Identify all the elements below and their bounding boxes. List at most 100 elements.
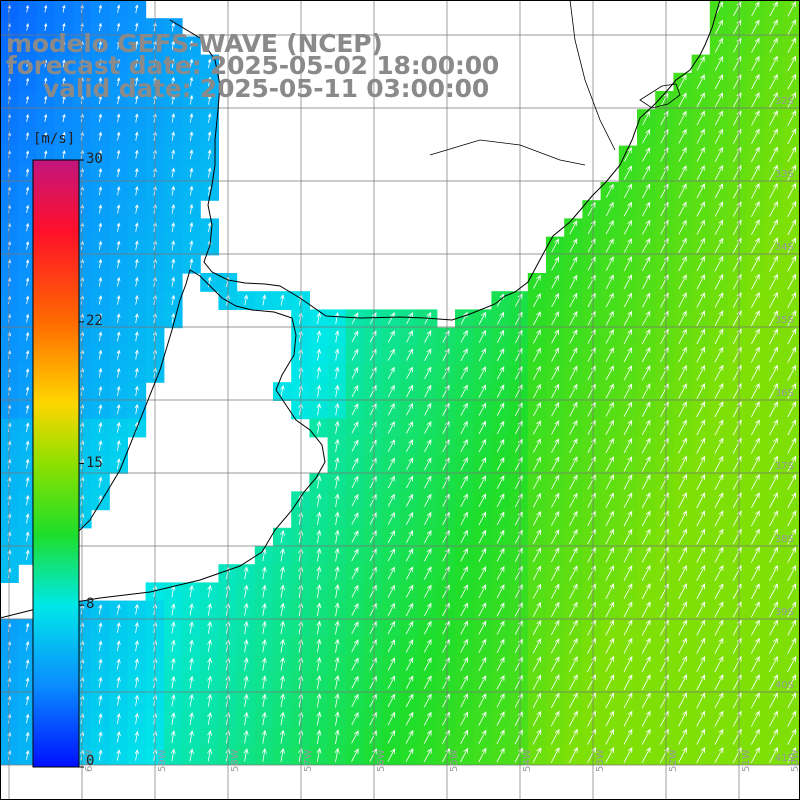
wind-arrow: [460, 311, 468, 325]
wind-cell: [618, 673, 638, 693]
wind-arrow: [769, 273, 778, 290]
wind-cell: [418, 618, 438, 638]
wind-cell: [746, 546, 765, 565]
wind-cell: [582, 691, 602, 711]
wind-arrow: [550, 747, 560, 763]
wind-arrow: [98, 421, 103, 433]
wind-cell: [491, 582, 511, 602]
wind-cell: [364, 473, 383, 492]
wind-arrow: [496, 675, 505, 690]
wind-cell: [728, 691, 747, 711]
wind-arrow: [769, 237, 778, 254]
wind-arrow: [496, 402, 505, 416]
wind-cell: [709, 309, 729, 329]
wind-arrow: [351, 475, 359, 489]
wind-cell: [455, 455, 474, 474]
wind-arrow: [25, 549, 30, 560]
wind-arrow: [424, 421, 432, 434]
wind-cell: [345, 509, 365, 529]
wind-arrow: [387, 748, 396, 762]
wind-arrow: [98, 331, 103, 342]
wind-arrow: [171, 222, 176, 233]
wind-arrow: [442, 675, 450, 690]
wind-arrow: [98, 640, 103, 651]
wind-cell: [764, 273, 784, 292]
wind-cell: [600, 400, 620, 420]
wind-arrow: [116, 131, 121, 141]
wind-cell: [764, 728, 784, 747]
wind-arrow: [550, 674, 560, 690]
wind-cell: [382, 637, 401, 656]
wind-arrow: [714, 292, 724, 308]
wind-arrow: [44, 4, 48, 13]
wind-cell: [400, 382, 420, 401]
latitude-label: 41S: [775, 753, 794, 764]
wind-arrow: [62, 77, 66, 86]
wind-arrow: [623, 165, 632, 180]
wind-arrow: [98, 222, 103, 232]
wind-arrow: [551, 256, 560, 271]
wind-arrow: [678, 74, 687, 89]
wind-cell: [418, 509, 438, 529]
wind-cell: [418, 655, 438, 674]
wind-cell: [600, 273, 620, 292]
wind-arrow: [623, 728, 633, 745]
wind-arrow: [25, 386, 30, 396]
longitude-label: 57W: [303, 749, 314, 772]
wind-arrow: [550, 728, 560, 745]
wind-cell: [527, 637, 547, 656]
wind-arrow: [25, 731, 30, 742]
wind-arrow: [116, 40, 121, 50]
wind-cell: [746, 582, 765, 602]
wind-cell: [746, 72, 765, 92]
wind-arrow: [351, 621, 359, 634]
wind-cell: [455, 509, 474, 529]
wind-arrow: [550, 692, 560, 709]
wind-cell: [436, 746, 456, 765]
wind-cell: [436, 491, 456, 511]
wind-arrow: [696, 310, 706, 326]
wind-arrow: [351, 493, 359, 507]
wind-arrow: [442, 384, 450, 398]
wind-arrow: [496, 620, 505, 635]
wind-cell: [691, 637, 711, 656]
wind-arrow: [732, 401, 742, 418]
wind-arrow: [732, 528, 742, 545]
wind-arrow: [406, 421, 414, 434]
wind-arrow: [207, 693, 213, 707]
wind-arrow: [261, 620, 267, 635]
wind-cell: [473, 327, 492, 347]
wind-cell: [455, 673, 474, 693]
wind-arrow: [116, 622, 121, 633]
wind-arrow: [496, 602, 505, 617]
wind-arrow: [460, 439, 468, 453]
wind-arrow: [387, 330, 395, 343]
wind-cell: [455, 309, 474, 329]
wind-cell: [691, 673, 711, 693]
wind-arrow: [25, 77, 30, 86]
wind-arrow: [279, 693, 285, 708]
wind-arrow: [623, 238, 632, 253]
wind-cell: [564, 400, 583, 420]
wind-cell: [709, 145, 729, 165]
wind-arrow: [334, 311, 340, 325]
wind-arrow: [243, 294, 249, 306]
wind-arrow: [515, 384, 523, 398]
wind-arrow: [569, 438, 578, 453]
wind-cell: [618, 327, 638, 347]
wind-cell: [400, 582, 420, 602]
wind-arrow: [316, 747, 322, 763]
wind-arrow: [678, 419, 687, 436]
wind-arrow: [660, 183, 669, 199]
wind-cell: [600, 709, 620, 729]
wind-arrow: [460, 475, 468, 489]
wind-cell: [546, 436, 565, 456]
wind-cell: [564, 746, 583, 765]
wind-cell: [436, 418, 456, 438]
wind-arrow: [732, 692, 742, 709]
wind-arrow: [787, 219, 797, 236]
wind-arrow: [514, 529, 523, 544]
wind-cell: [400, 728, 420, 747]
wind-arrow: [714, 328, 724, 345]
wind-arrow: [442, 475, 450, 489]
